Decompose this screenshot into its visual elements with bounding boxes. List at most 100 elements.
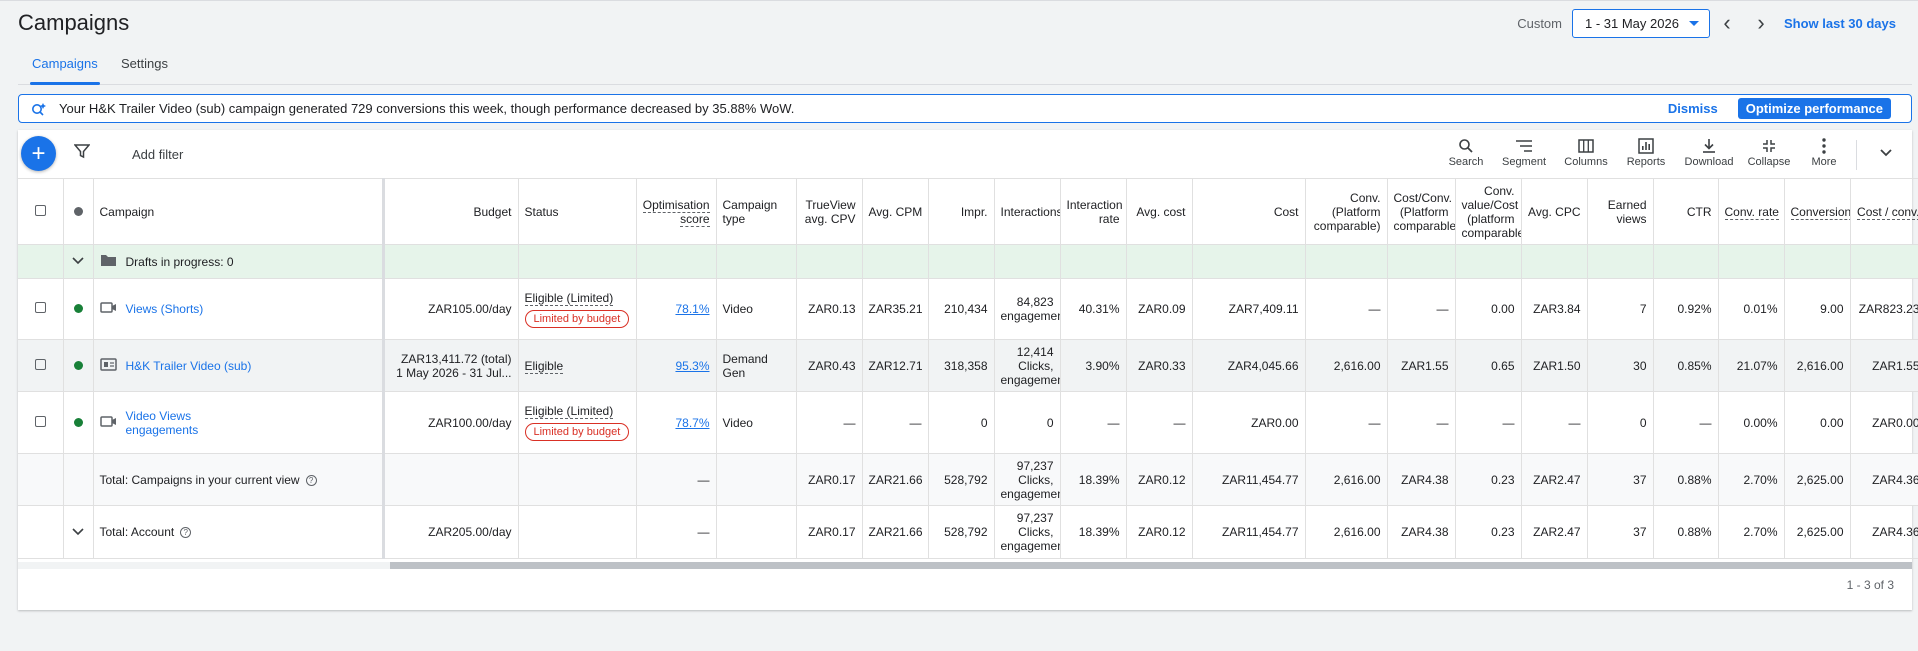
row-checkbox[interactable] <box>34 302 46 313</box>
interactions-value: 97,237 <box>1016 458 1054 473</box>
enabled-status-cell[interactable] <box>63 339 94 392</box>
budget-cell[interactable]: ZAR13,411.72 (total) 1 May 2026 - 31 Jul.… <box>383 339 519 392</box>
campaign-column-header[interactable]: Campaign <box>93 178 385 245</box>
interactions-type-2: engagements <box>1000 372 1060 387</box>
horizontal-scrollbar-thumb[interactable] <box>390 562 1912 569</box>
budget-cell <box>383 453 519 506</box>
tab-bar: Campaigns Settings <box>18 48 1912 85</box>
interactions-column-header[interactable]: Interactions <box>994 178 1061 245</box>
table-row[interactable]: Views (Shorts) ZAR105.00/day Eligible (L… <box>18 278 1918 340</box>
opt-score-link[interactable]: 78.7% <box>675 415 710 430</box>
budget-cell[interactable]: ZAR105.00/day <box>383 278 519 340</box>
cpv-cell: — <box>796 391 863 454</box>
date-range-picker[interactable]: 1 - 31 May 2026 <box>1572 8 1710 38</box>
status-text[interactable]: Eligible (Limited) <box>524 290 614 306</box>
chevron-down-icon[interactable] <box>63 244 94 279</box>
more-tool-button[interactable]: More <box>1796 136 1852 168</box>
add-filter-button[interactable]: Add filter <box>132 147 184 162</box>
campaign-name-cell: Views (Shorts) <box>93 278 385 340</box>
campaign-name-link[interactable]: Video Views engagements <box>125 408 199 437</box>
show-last-30-days-link[interactable]: Show last 30 days <box>1784 15 1896 31</box>
limited-by-budget-badge[interactable]: Limited by budget <box>524 309 630 328</box>
search-tool-button[interactable]: Search <box>1438 136 1494 168</box>
row-checkbox[interactable] <box>34 358 46 370</box>
row-checkbox-cell[interactable] <box>18 278 64 340</box>
segment-tool-button[interactable]: Segment <box>1496 136 1552 168</box>
avg-cpc-column-header[interactable]: Avg. CPC <box>1521 178 1588 245</box>
avg-cpm-column-header[interactable]: Avg. CPM <box>862 178 929 245</box>
conv-value-cost-cell: 0.00 <box>1455 278 1522 340</box>
optimisation-score-column-header[interactable]: Optimisation score <box>636 178 717 245</box>
impressions-column-header[interactable]: Impr. <box>928 178 995 245</box>
budget-cell[interactable]: ZAR100.00/day <box>383 391 519 454</box>
table-header-row: Campaign Budget Status Optimisation scor… <box>18 178 1918 245</box>
interaction-rate-column-header[interactable]: Interaction rate <box>1060 178 1127 245</box>
cost-per-conv-cell: ZAR823.23 <box>1850 278 1918 340</box>
reports-icon <box>1618 136 1674 156</box>
conv-value-cost-cell: 0.65 <box>1455 339 1522 392</box>
status-column-header[interactable]: Status <box>518 178 637 245</box>
columns-tool-button[interactable]: Columns <box>1558 136 1614 168</box>
trueview-cpv-column-header[interactable]: TrueView avg. CPV <box>796 178 863 245</box>
demand-gen-campaign-icon <box>99 357 126 374</box>
campaign-name-link[interactable]: H&K Trailer Video (sub) <box>125 358 252 373</box>
enabled-status-dot-icon[interactable] <box>73 417 83 427</box>
opt-score-link[interactable]: 95.3% <box>675 358 710 373</box>
cpm-cell: ZAR21.66 <box>862 453 929 506</box>
tab-settings[interactable]: Settings <box>121 56 168 71</box>
row-checkbox-cell[interactable] <box>18 339 64 392</box>
drafts-row[interactable]: Drafts in progress: 0 <box>18 244 1918 279</box>
enabled-status-dot-icon[interactable] <box>73 360 83 370</box>
cpm-cell: ZAR35.21 <box>862 278 929 340</box>
cost-per-conv-column-header[interactable]: Cost / conv. <box>1850 178 1918 245</box>
ctr-column-header[interactable]: CTR <box>1653 178 1719 245</box>
collapse-tool-button[interactable]: Collapse <box>1741 136 1797 168</box>
conversions-header-label: Conversions <box>1790 204 1849 220</box>
select-all-checkbox[interactable] <box>34 204 46 216</box>
table-row[interactable]: Video Views engagements ZAR100.00/day El… <box>18 391 1918 454</box>
row-checkbox-cell[interactable] <box>18 391 64 454</box>
avg-cost-column-header[interactable]: Avg. cost <box>1126 178 1193 245</box>
cost-column-header[interactable]: Cost <box>1192 178 1306 245</box>
help-icon[interactable]: ? <box>305 474 317 486</box>
campaign-type-column-header[interactable]: Campaign type <box>716 178 797 245</box>
status-filter-dot-icon[interactable] <box>73 206 83 216</box>
filter-icon[interactable] <box>73 143 91 164</box>
chevron-down-icon[interactable] <box>63 505 94 559</box>
chevron-down-icon[interactable] <box>1878 144 1894 165</box>
cost-per-conv-platform-column-header[interactable]: Cost/Conv. (Platform comparable) <box>1387 178 1456 245</box>
conv-rate-column-header[interactable]: Conv. rate <box>1718 178 1785 245</box>
conversions-column-header[interactable]: Conversions <box>1784 178 1851 245</box>
limited-by-budget-badge[interactable]: Limited by budget <box>524 423 630 441</box>
tab-campaigns[interactable]: Campaigns <box>32 56 98 71</box>
download-tool-button[interactable]: Download <box>1681 136 1737 168</box>
help-icon[interactable]: ? <box>180 527 192 539</box>
sparkle-search-icon <box>19 102 59 116</box>
conversions-platform-column-header[interactable]: Conv. (Platform comparable) <box>1305 178 1388 245</box>
campaign-name-link[interactable]: Views (Shorts) <box>125 302 204 316</box>
interaction-rate-cell: — <box>1060 391 1127 454</box>
add-campaign-button[interactable]: + <box>21 136 56 171</box>
status-text[interactable]: Eligible <box>524 358 564 374</box>
enabled-status-cell[interactable] <box>63 278 94 340</box>
impressions-cell: 0 <box>928 391 995 454</box>
ctr-cell: — <box>1653 391 1719 454</box>
enabled-status-cell[interactable] <box>63 391 94 454</box>
reports-tool-button[interactable]: Reports <box>1618 136 1674 168</box>
status-text[interactable]: Eligible (Limited) <box>524 404 614 419</box>
optimize-performance-button[interactable]: Optimize performance <box>1737 98 1891 119</box>
drafts-label: Drafts in progress: 0 <box>125 254 234 269</box>
interactions-value: 12,414 <box>1016 344 1054 359</box>
chevron-left-icon[interactable]: ‹ <box>1723 10 1731 35</box>
chevron-right-icon[interactable]: › <box>1757 10 1765 35</box>
select-all-cell[interactable] <box>18 178 64 245</box>
enabled-status-dot-icon[interactable] <box>73 304 83 313</box>
conv-value-cost-column-header[interactable]: Conv. value/Cost (platform comparable) <box>1455 178 1522 245</box>
budget-column-header[interactable]: Budget <box>383 178 519 245</box>
earned-views-column-header[interactable]: Earned views <box>1587 178 1654 245</box>
dismiss-button[interactable]: Dismiss <box>1667 101 1718 116</box>
opt-score-link[interactable]: 78.1% <box>675 302 710 316</box>
row-checkbox[interactable] <box>34 415 46 427</box>
table-row[interactable]: H&K Trailer Video (sub) ZAR13,411.72 (to… <box>18 339 1918 392</box>
